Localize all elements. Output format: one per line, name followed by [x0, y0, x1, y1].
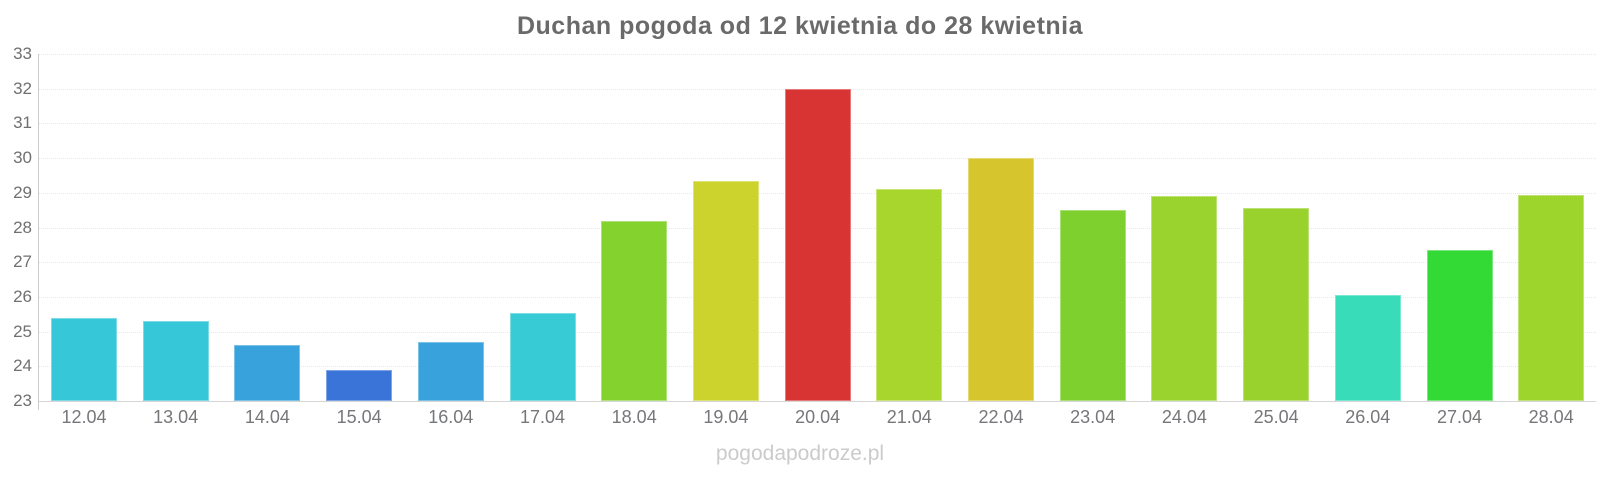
y-tick-label: 28 — [13, 217, 32, 237]
y-tick-label: 33 — [13, 44, 32, 63]
bar[interactable] — [1518, 194, 1585, 401]
x-tick-label: 28.04 — [1528, 407, 1574, 427]
y-axis-line — [38, 54, 39, 410]
y-tick-label: 26 — [13, 286, 32, 306]
x-tick-label: 23.04 — [1070, 407, 1116, 427]
x-axis-line — [39, 401, 1596, 402]
x-tick-label: 14.04 — [244, 407, 290, 427]
bar[interactable] — [968, 158, 1034, 401]
bar[interactable] — [51, 317, 117, 401]
x-tick-label: 24.04 — [1161, 407, 1207, 427]
x-tick-label: 13.04 — [153, 407, 199, 427]
watermark: pogodapodroze.pl — [715, 442, 885, 465]
y-tick-label: 32 — [13, 78, 32, 98]
bar[interactable] — [1059, 210, 1126, 401]
gridline — [39, 54, 1596, 55]
x-tick-label: 15.04 — [336, 407, 382, 427]
x-tick-label: 16.04 — [428, 407, 474, 427]
bar[interactable] — [1151, 196, 1218, 401]
bar[interactable] — [784, 88, 851, 401]
y-tick-label: 24 — [13, 356, 32, 376]
y-tick-label: 25 — [13, 321, 32, 341]
x-tick-label: 22.04 — [978, 407, 1024, 427]
bar[interactable] — [876, 189, 943, 401]
bar[interactable] — [142, 321, 209, 401]
bar[interactable] — [1243, 208, 1310, 401]
y-tick-label: 31 — [13, 113, 32, 133]
y-tick-label: 29 — [13, 182, 32, 202]
bar[interactable] — [692, 180, 759, 401]
x-tick-label: 26.04 — [1345, 407, 1391, 427]
x-tick-label: 25.04 — [1253, 407, 1299, 427]
x-tick-label: 19.04 — [703, 407, 749, 427]
x-tick-label: 21.04 — [886, 407, 932, 427]
bar[interactable] — [601, 220, 668, 401]
x-tick-label: 18.04 — [611, 407, 657, 427]
x-tick-label: 12.04 — [61, 407, 107, 427]
bar[interactable] — [234, 345, 301, 401]
x-tick-label: 27.04 — [1436, 407, 1483, 427]
bar[interactable] — [509, 312, 576, 401]
chart-title: Duchan pogoda od 12 kwietnia do 28 kwiet… — [516, 12, 1084, 40]
bar[interactable] — [1334, 295, 1401, 401]
x-tick-label: 17.04 — [519, 407, 566, 427]
y-tick-label: 27 — [13, 252, 32, 272]
bar[interactable] — [1426, 250, 1493, 401]
y-tick-label: 30 — [13, 148, 32, 168]
y-tick-label: 23 — [13, 391, 32, 410]
bar[interactable] — [417, 342, 484, 401]
bar[interactable] — [326, 369, 393, 401]
x-tick-label: 20.04 — [795, 407, 841, 427]
